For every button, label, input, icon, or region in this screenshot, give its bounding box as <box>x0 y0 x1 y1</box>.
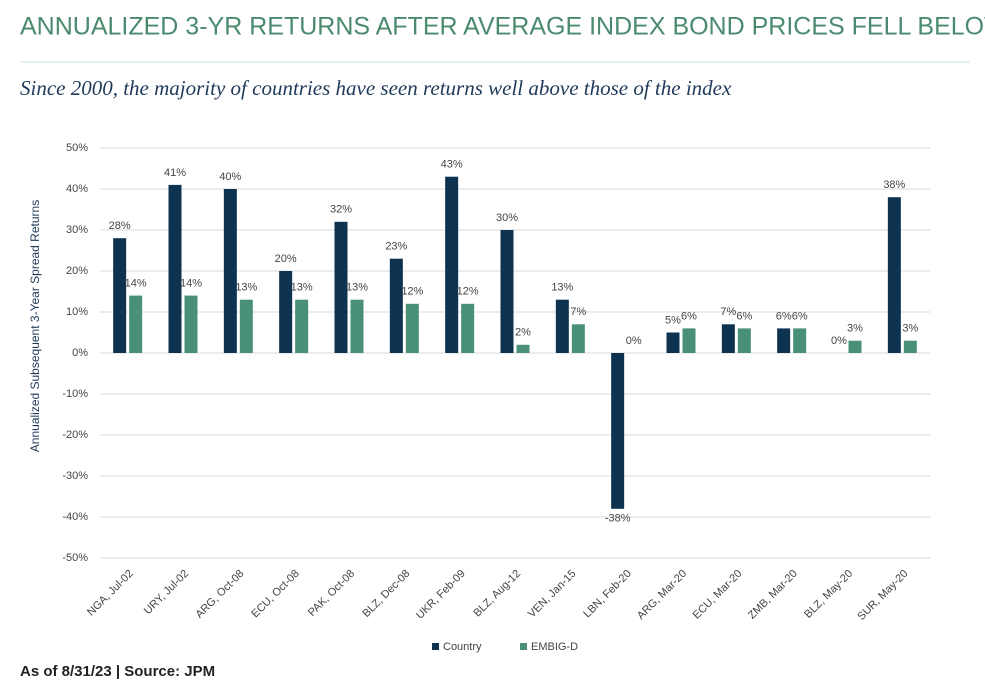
data-label: 40% <box>219 171 241 183</box>
bar <box>334 221 348 353</box>
bar <box>777 328 791 353</box>
bar <box>721 324 735 353</box>
bar <box>223 189 237 353</box>
chart-subtitle: Since 2000, the majority of countries ha… <box>20 76 732 100</box>
data-label: 7% <box>570 306 586 318</box>
x-tick-label: ZMB, Mar-20 <box>746 568 800 622</box>
bar <box>405 303 419 353</box>
bar <box>389 258 403 353</box>
data-label: 14% <box>125 278 147 290</box>
x-tick-label: UKR, Feb-09 <box>414 568 468 622</box>
bar <box>350 299 364 353</box>
y-tick-label: 20% <box>66 265 88 277</box>
data-label: 30% <box>496 212 518 224</box>
data-label: 3% <box>847 323 863 335</box>
data-label: 3% <box>902 323 918 335</box>
x-tick-label: URY, Jul-02 <box>142 568 191 617</box>
bar <box>666 332 680 353</box>
chart-title: ANNUALIZED 3-YR RETURNS AFTER AVERAGE IN… <box>20 13 985 41</box>
data-label: 38% <box>883 179 905 191</box>
x-tick-label: NGA, Jul-02 <box>85 568 136 619</box>
data-label: -38% <box>605 513 631 525</box>
bar <box>113 238 127 353</box>
x-tick-label: VEN, Jan-15 <box>526 568 579 621</box>
data-label: 7% <box>720 306 736 318</box>
bar <box>279 271 293 353</box>
data-label: 32% <box>330 204 352 216</box>
data-label: 13% <box>346 282 368 294</box>
data-label: 6% <box>681 310 697 322</box>
bar <box>737 328 751 353</box>
data-label: 6% <box>792 310 808 322</box>
bar <box>168 184 182 353</box>
data-label: 6% <box>736 310 752 322</box>
y-tick-label: -50% <box>62 552 88 564</box>
y-tick-label: 40% <box>66 183 88 195</box>
x-tick-label: BLZ, May-20 <box>802 568 855 621</box>
y-axis-label: Annualized Subsequent 3-Year Spread Retu… <box>28 200 42 452</box>
y-tick-label: 10% <box>66 306 88 318</box>
data-label: 13% <box>235 282 257 294</box>
legend-swatch <box>432 643 439 650</box>
data-label: 20% <box>275 253 297 265</box>
bar <box>682 328 696 353</box>
bar <box>129 295 143 353</box>
data-label: 0% <box>626 335 642 347</box>
y-tick-label: 50% <box>66 142 88 154</box>
data-label: 13% <box>291 282 313 294</box>
y-tick-label: 30% <box>66 224 88 236</box>
bar <box>848 340 862 353</box>
data-label: 14% <box>180 278 202 290</box>
bar <box>793 328 807 353</box>
data-label: 0% <box>831 335 847 347</box>
bar <box>461 303 475 353</box>
bar <box>500 230 514 353</box>
legend-label: Country <box>443 641 482 653</box>
bar <box>516 344 530 353</box>
x-tick-label: LBN, Feb-20 <box>581 568 634 621</box>
bar <box>239 299 253 353</box>
data-label: 6% <box>776 310 792 322</box>
bar <box>445 176 459 353</box>
x-tick-label: BLZ, Aug-12 <box>471 568 523 620</box>
data-label: 13% <box>551 282 573 294</box>
bar <box>555 299 569 353</box>
data-label: 28% <box>109 220 131 232</box>
y-tick-label: 0% <box>72 347 88 359</box>
x-tick-label: ECU, Oct-08 <box>249 568 302 621</box>
data-label: 2% <box>515 327 531 339</box>
x-tick-label: ECU, Mar-20 <box>691 568 745 622</box>
bar <box>571 324 585 353</box>
y-tick-label: -20% <box>62 429 88 441</box>
legend-swatch <box>520 643 527 650</box>
x-tick-label: SUR, May-20 <box>855 568 910 623</box>
data-label: 12% <box>457 286 479 298</box>
y-tick-label: -10% <box>62 388 88 400</box>
data-label: 41% <box>164 167 186 179</box>
bar <box>611 353 625 509</box>
bar <box>903 340 917 353</box>
data-label: 23% <box>385 241 407 253</box>
bar <box>887 197 901 353</box>
bar <box>295 299 309 353</box>
data-label: 12% <box>401 286 423 298</box>
x-tick-label: BLZ, Dec-08 <box>360 568 412 620</box>
data-label: 5% <box>665 314 681 326</box>
y-tick-label: -40% <box>62 511 88 523</box>
x-tick-label: ARG, Oct-08 <box>193 568 246 621</box>
x-tick-label: PAK, Oct-08 <box>306 568 357 619</box>
x-tick-label: ARG, Mar-20 <box>635 568 689 622</box>
legend-label: EMBIG-D <box>531 641 578 653</box>
data-label: 43% <box>441 159 463 171</box>
bar <box>184 295 198 353</box>
y-tick-label: -30% <box>62 470 88 482</box>
source: As of 8/31/23 | Source: JPM <box>20 663 215 680</box>
